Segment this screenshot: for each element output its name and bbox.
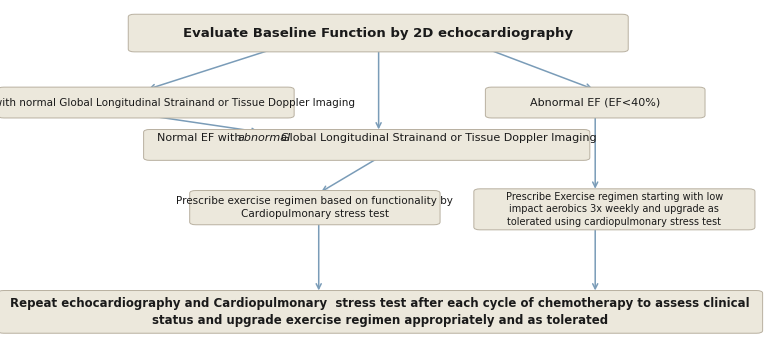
Text: Evaluate Baseline Function by 2D echocardiography: Evaluate Baseline Function by 2D echocar… [184, 26, 573, 40]
Text: Normal EF with: Normal EF with [157, 133, 245, 143]
Text: abnormal: abnormal [237, 133, 291, 143]
Text: Abnormal EF (EF<40%): Abnormal EF (EF<40%) [530, 98, 660, 107]
Text: Prescribe Exercise regimen starting with low
impact aerobics 3x weekly and upgra: Prescribe Exercise regimen starting with… [506, 192, 723, 227]
FancyBboxPatch shape [0, 87, 294, 118]
FancyBboxPatch shape [128, 14, 628, 52]
FancyBboxPatch shape [474, 189, 755, 230]
Text: Repeat echocardiography and Cardiopulmonary  stress test after each cycle of che: Repeat echocardiography and Cardiopulmon… [10, 297, 750, 327]
Text: Global Longitudinal Strainand or Tissue Doppler Imaging: Global Longitudinal Strainand or Tissue … [280, 133, 596, 143]
FancyBboxPatch shape [485, 87, 705, 118]
FancyBboxPatch shape [190, 191, 440, 225]
Text: Normal EF with normal Global Longitudinal Strainand or Tissue Doppler Imaging: Normal EF with normal Global Longitudina… [0, 98, 355, 107]
FancyBboxPatch shape [144, 129, 590, 160]
FancyBboxPatch shape [0, 291, 763, 333]
Text: Prescribe exercise regimen based on functionality by
Cardiopulmonary stress test: Prescribe exercise regimen based on func… [177, 196, 453, 219]
